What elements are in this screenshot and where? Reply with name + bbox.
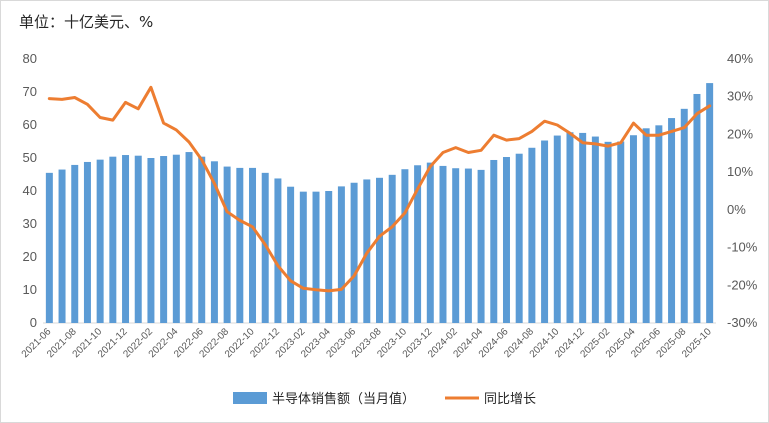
sales-bar [464, 168, 472, 323]
y-right-tick-label: -20% [727, 277, 758, 292]
sales-bar [604, 141, 612, 323]
sales-bar [528, 147, 536, 323]
sales-bar [274, 178, 282, 323]
sales-bar [172, 154, 180, 323]
sales-bar [426, 162, 434, 323]
sales-bar [350, 182, 358, 323]
sales-bar [223, 166, 231, 323]
sales-bar [515, 153, 523, 323]
sales-bar [287, 186, 295, 323]
sales-bar [693, 93, 701, 323]
sales-bar [109, 156, 117, 323]
y-left-tick-label: 50 [23, 150, 37, 165]
y-left-tick-label: 30 [23, 216, 37, 231]
sales-bar [502, 157, 510, 323]
sales-bar [579, 132, 587, 323]
sales-bar [706, 83, 714, 323]
sales-bar [58, 169, 66, 323]
sales-bar [134, 155, 142, 323]
sales-bar [312, 191, 320, 323]
sales-bar [325, 191, 333, 323]
sales-bar [71, 164, 79, 323]
y-left-tick-label: 80 [23, 51, 37, 66]
sales-bar [210, 161, 218, 323]
sales-bar [541, 140, 549, 323]
sales-bar [299, 191, 307, 323]
y-right-tick-label: 0% [727, 202, 746, 217]
x-tick-labels: 2021-062021-082021-102021-122022-022022-… [20, 326, 714, 360]
axes: 0 10 20 30 40 50 60 70 80 -30% -20% -10% 0% 10% 20% 30%… [23, 51, 758, 330]
sales-bar [337, 186, 345, 323]
y-left-tick-label: 70 [23, 84, 37, 99]
sales-bar [617, 141, 625, 323]
legend: 半导体销售额（当月值） 同比增长 [233, 391, 536, 407]
y-right-tick-label: 10% [727, 164, 753, 179]
sales-bar [401, 169, 409, 323]
sales-bar [249, 167, 257, 323]
sales-bar [566, 132, 574, 323]
legend-line-label: 同比增长 [484, 392, 536, 407]
sales-bar [147, 158, 155, 323]
sales-bar [261, 172, 269, 323]
sales-bar [198, 156, 206, 323]
sales-bar [490, 159, 498, 323]
sales-bar [414, 165, 422, 323]
sales-bar [45, 172, 53, 323]
sales-bar [160, 156, 168, 323]
sales-bar [680, 108, 688, 323]
sales-bar [439, 165, 447, 323]
sales-bar [236, 167, 244, 323]
legend-bar-label: 半导体销售额（当月值） [272, 391, 415, 407]
yoy-growth-line [47, 85, 712, 293]
y-left-tick-label: 40 [23, 183, 37, 198]
y-right-tick-label: 40% [727, 51, 753, 66]
sales-bar [452, 168, 460, 323]
sales-bar [185, 152, 193, 323]
sales-bar [96, 159, 104, 323]
sales-bar [629, 135, 637, 323]
bar-series [45, 83, 714, 323]
line-series [47, 85, 712, 293]
y-left-tick-label: 60 [23, 117, 37, 132]
y-right-tick-label: 20% [727, 126, 753, 141]
sales-bar [83, 161, 91, 323]
y-left-tick-label: 20 [23, 249, 37, 264]
y-right-tick-label: 30% [727, 89, 753, 104]
legend-bar-swatch [233, 392, 267, 404]
sales-bar [591, 136, 599, 323]
y-right-tick-label: -30% [727, 315, 758, 330]
y-left-tick-label: 10 [23, 282, 37, 297]
sales-bar [668, 118, 676, 323]
sales-bar [477, 169, 485, 323]
sales-bar [553, 135, 561, 323]
y-left-tick-label: 0 [30, 315, 37, 330]
y-right-tick-label: -10% [727, 240, 758, 255]
sales-bar [642, 128, 650, 323]
sales-bar [388, 174, 396, 323]
unit-label: 单位：十亿美元、% [19, 13, 154, 31]
sales-bar [122, 155, 130, 323]
sales-bar [655, 125, 663, 323]
sales-bar [376, 177, 383, 323]
